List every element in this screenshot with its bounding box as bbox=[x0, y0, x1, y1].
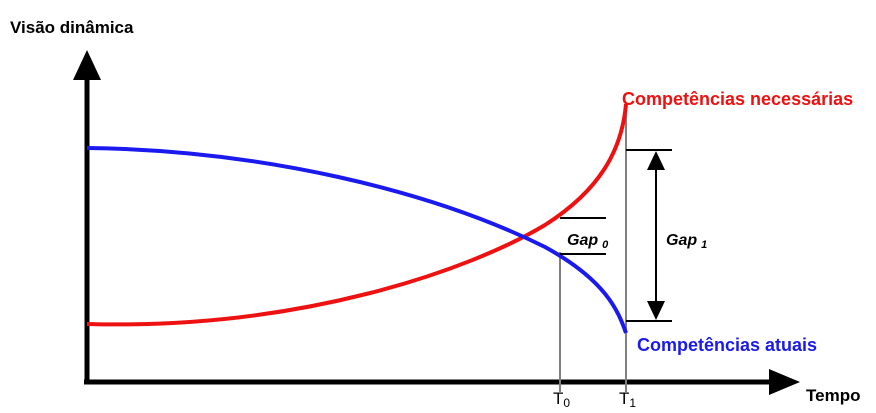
needed-competencies-label: Competências necessárias bbox=[622, 89, 853, 109]
current-competencies-label: Competências atuais bbox=[637, 335, 817, 355]
gap0-label-main: Gap bbox=[567, 232, 598, 249]
current-competencies-curve bbox=[86, 146, 628, 334]
t0-label-sub: 0 bbox=[563, 396, 570, 410]
x-axis-label: Tempo bbox=[806, 386, 860, 405]
t0-label: T0 bbox=[553, 389, 570, 410]
x-axis-arrowhead bbox=[769, 369, 800, 395]
gap1-label-sub: 1 bbox=[701, 239, 707, 251]
t0-label-main: T bbox=[553, 389, 563, 408]
y-axis-arrowhead bbox=[73, 50, 101, 80]
gap1-label: Gap 1 bbox=[666, 232, 707, 251]
gap1-arrowhead-up bbox=[647, 151, 665, 170]
t1-label: T1 bbox=[619, 389, 636, 410]
needed-competencies-curve bbox=[86, 103, 628, 327]
gap0-label-sub: 0 bbox=[602, 239, 609, 251]
t1-label-sub: 1 bbox=[629, 396, 636, 410]
gap1-arrowhead-down bbox=[647, 301, 665, 320]
t1-label-main: T bbox=[619, 389, 629, 408]
gap0-label: Gap 0 bbox=[567, 232, 609, 251]
gap1-label-main: Gap bbox=[666, 232, 697, 249]
y-axis-label: Visão dinâmica bbox=[10, 18, 134, 37]
